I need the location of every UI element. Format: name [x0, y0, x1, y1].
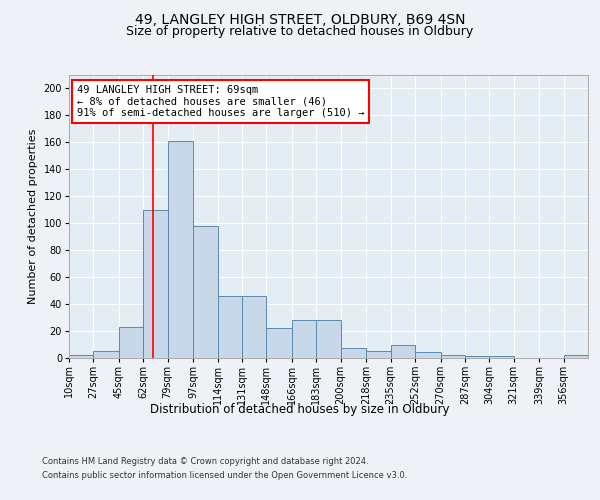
- Bar: [119, 326, 143, 358]
- Bar: [266, 328, 292, 358]
- Bar: [341, 348, 367, 358]
- Bar: [415, 352, 441, 358]
- Text: Distribution of detached houses by size in Oldbury: Distribution of detached houses by size …: [150, 402, 450, 415]
- Bar: [292, 320, 316, 358]
- Bar: [391, 346, 415, 358]
- Bar: [465, 356, 490, 358]
- Text: Size of property relative to detached houses in Oldbury: Size of property relative to detached ho…: [127, 25, 473, 38]
- Bar: [316, 320, 341, 358]
- Bar: [143, 210, 167, 358]
- Bar: [441, 355, 465, 358]
- Bar: [94, 351, 119, 358]
- Bar: [563, 355, 588, 358]
- Text: 49 LANGLEY HIGH STREET: 69sqm
← 8% of detached houses are smaller (46)
91% of se: 49 LANGLEY HIGH STREET: 69sqm ← 8% of de…: [77, 85, 364, 118]
- Bar: [69, 355, 94, 358]
- Bar: [367, 351, 391, 358]
- Bar: [167, 141, 193, 358]
- Bar: [193, 226, 218, 358]
- Text: Contains public sector information licensed under the Open Government Licence v3: Contains public sector information licen…: [42, 471, 407, 480]
- Y-axis label: Number of detached properties: Number of detached properties: [28, 128, 38, 304]
- Bar: [490, 356, 514, 358]
- Bar: [218, 296, 242, 358]
- Text: 49, LANGLEY HIGH STREET, OLDBURY, B69 4SN: 49, LANGLEY HIGH STREET, OLDBURY, B69 4S…: [135, 12, 465, 26]
- Bar: [242, 296, 266, 358]
- Text: Contains HM Land Registry data © Crown copyright and database right 2024.: Contains HM Land Registry data © Crown c…: [42, 458, 368, 466]
